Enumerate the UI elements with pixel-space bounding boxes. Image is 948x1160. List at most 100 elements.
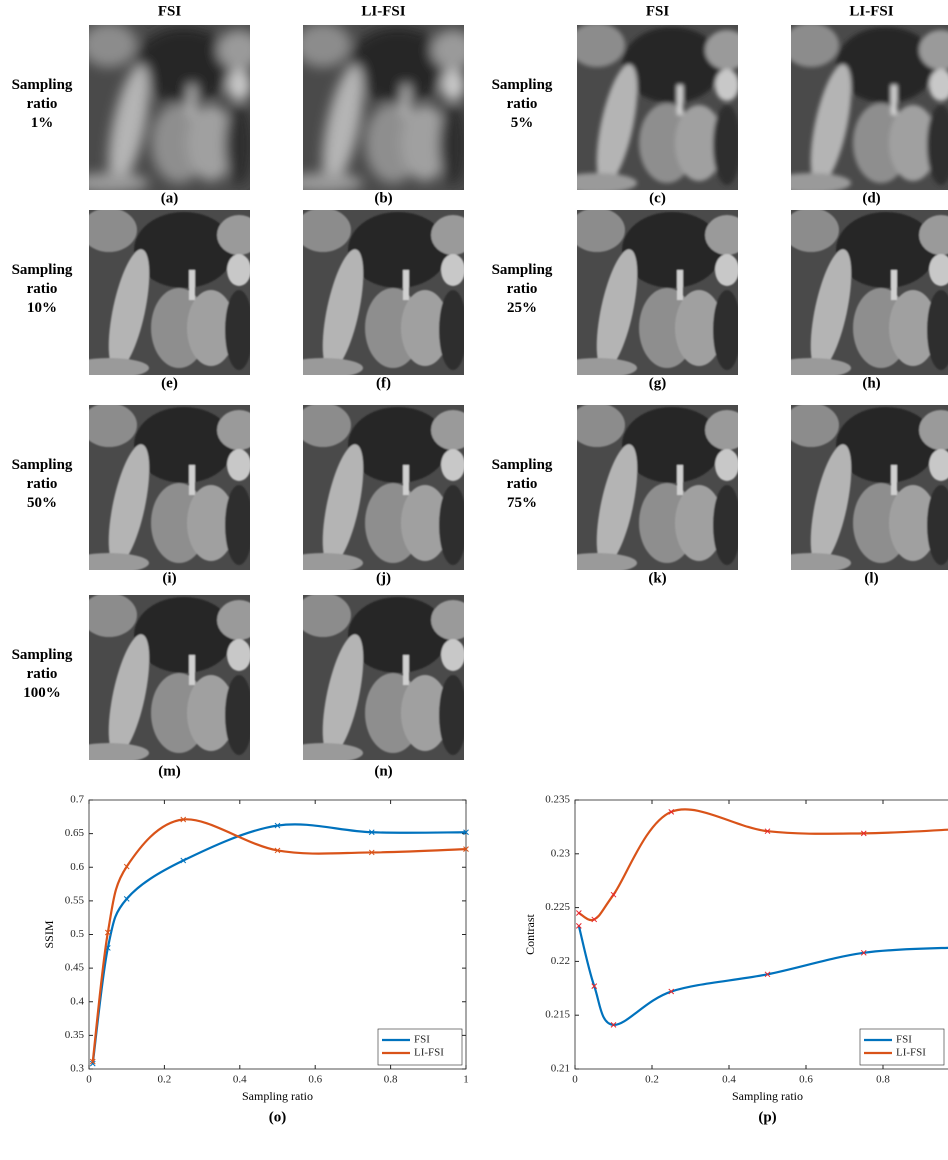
image-shape — [713, 105, 741, 185]
figure: FSI LI-FSI FSI LI-FSI Samplingratio1% Samplin… — [0, 0, 948, 1160]
row-label-line: 10% — [27, 300, 57, 316]
image-shape — [713, 485, 741, 565]
image-shape — [227, 639, 251, 671]
image-shape — [891, 270, 897, 300]
panel-caption: (e) — [161, 375, 178, 391]
image-shape — [69, 173, 149, 193]
y-tick-label: 0.3 — [70, 1063, 84, 1075]
panel-image — [557, 208, 749, 378]
x-tick-label: 0.6 — [308, 1074, 322, 1086]
column-header: LI-FSI — [361, 3, 405, 19]
row-label-line: ratio — [507, 281, 538, 297]
image-shape — [677, 270, 683, 300]
image-shape — [439, 485, 467, 565]
image-shape — [715, 254, 739, 286]
image-shape — [439, 290, 467, 370]
panel-image — [557, 23, 749, 193]
panel-caption: (d) — [862, 190, 880, 206]
image-shape — [403, 270, 409, 300]
row-label-line: ratio — [27, 281, 58, 297]
legend-label: LI-FSI — [896, 1047, 926, 1059]
panel-image — [69, 208, 261, 378]
image-shape — [771, 173, 851, 193]
panel-caption: (g) — [649, 375, 667, 391]
image-shape — [557, 553, 637, 573]
image-shape — [403, 465, 409, 495]
y-tick-label: 0.5 — [70, 928, 84, 940]
panel-image — [283, 403, 475, 573]
image-shape — [189, 85, 195, 115]
x-axis-label: Sampling ratio — [732, 1089, 803, 1103]
panel-image — [771, 208, 948, 378]
image-shape — [431, 600, 475, 640]
image-shape — [715, 69, 739, 101]
image-shape — [705, 30, 749, 70]
y-tick-label: 0.35 — [65, 1029, 85, 1041]
page: FSI LI-FSI FSI LI-FSI Samplingratio1% Samplin… — [0, 0, 948, 1160]
image-shape — [69, 743, 149, 763]
row-label-line: Sampling — [492, 457, 553, 473]
image-shape — [283, 743, 363, 763]
image-shape — [225, 675, 253, 755]
row-label-line: ratio — [507, 96, 538, 112]
row-label: Samplingratio100% — [12, 647, 73, 701]
x-tick-label: 0.2 — [158, 1074, 172, 1086]
column-header: FSI — [646, 3, 670, 19]
panel-caption: (c) — [649, 190, 666, 206]
panel-caption: (f) — [376, 375, 391, 391]
y-tick-label: 0.21 — [551, 1063, 570, 1075]
y-axis-label: Contrast — [523, 914, 537, 955]
panel-caption: (m) — [158, 763, 181, 779]
y-tick-label: 0.4 — [70, 995, 84, 1007]
row-label: Sampling ratio 75% — [492, 457, 553, 511]
row-label-line: 50% — [27, 495, 57, 511]
panel-image — [69, 593, 261, 763]
panel-caption: (h) — [862, 375, 880, 391]
image-shape — [431, 215, 475, 255]
row-label-line: 5% — [511, 115, 534, 131]
x-tick-label: 1 — [463, 1074, 469, 1086]
row-label-line: Sampling — [12, 457, 73, 473]
image-shape — [705, 215, 749, 255]
image-shape — [783, 23, 839, 67]
image-shape — [441, 639, 465, 671]
x-tick-label: 0.2 — [645, 1074, 659, 1086]
image-shape — [69, 553, 149, 573]
image-shape — [431, 410, 475, 450]
image-shape — [69, 358, 149, 378]
row-label-line: 75% — [507, 495, 537, 511]
panel-caption: (a) — [161, 190, 179, 206]
x-tick-label: 0.4 — [722, 1074, 736, 1086]
legend-label: FSI — [414, 1034, 430, 1046]
image-shape — [217, 600, 261, 640]
panel-image — [771, 403, 948, 573]
image-shape — [771, 358, 851, 378]
y-tick-label: 0.65 — [65, 827, 85, 839]
image-shape — [283, 553, 363, 573]
panel-image — [283, 23, 475, 193]
row-label: Samplingratio25% — [492, 262, 553, 316]
image-shape — [569, 208, 625, 252]
column-header: FSI — [158, 3, 182, 19]
image-shape — [225, 485, 253, 565]
row-label-line: Sampling — [492, 262, 553, 278]
image-shape — [81, 208, 137, 252]
image-shape — [225, 290, 253, 370]
image-shape — [439, 105, 467, 185]
row-label: Samplingratio5% — [492, 77, 553, 131]
image-shape — [403, 85, 409, 115]
panel-image — [557, 403, 749, 573]
panel-image — [771, 23, 948, 193]
image-shape — [403, 655, 409, 685]
y-tick-label: 0.55 — [65, 894, 85, 906]
image-shape — [715, 449, 739, 481]
image-shape — [217, 215, 261, 255]
image-shape — [771, 553, 851, 573]
row-label-line: ratio — [507, 476, 538, 492]
image-shape — [439, 675, 467, 755]
x-tick-label: 0.4 — [233, 1074, 247, 1086]
image-shape — [441, 449, 465, 481]
